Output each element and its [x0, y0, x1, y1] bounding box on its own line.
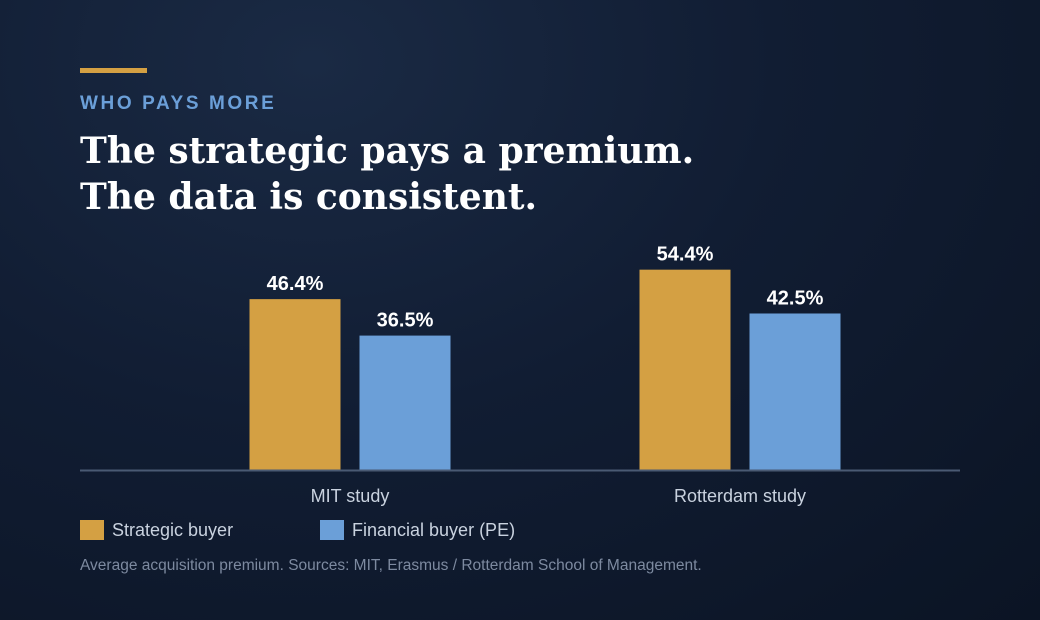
category-label-mit: MIT study — [311, 486, 390, 506]
legend-label-financial: Financial buyer (PE) — [352, 520, 516, 540]
source-footnote: Average acquisition premium. Sources: MI… — [80, 557, 702, 574]
eyebrow: WHO PAYS MORE — [80, 93, 277, 114]
data-label-financial-rotterdam: 42.5% — [767, 287, 824, 309]
legend-label-strategic: Strategic buyer — [112, 520, 234, 540]
bar-financial-mit — [359, 335, 451, 470]
bar-strategic-rotterdam — [639, 269, 731, 470]
bar-financial-rotterdam — [749, 313, 841, 470]
headline: The strategic pays a premium. The data i… — [80, 128, 960, 220]
data-label-strategic-mit: 46.4% — [267, 273, 324, 295]
data-label-strategic-rotterdam: 54.4% — [657, 244, 714, 266]
bar-strategic-mit — [249, 299, 341, 470]
accent-rule — [80, 68, 147, 73]
legend-swatch-strategic — [80, 520, 104, 540]
category-label-rotterdam: Rotterdam study — [674, 486, 806, 506]
data-label-financial-mit: 36.5% — [377, 310, 434, 332]
legend-swatch-financial — [320, 520, 344, 540]
headline-line-2: The data is consistent. — [80, 176, 538, 218]
headline-line-1: The strategic pays a premium. — [80, 130, 695, 172]
